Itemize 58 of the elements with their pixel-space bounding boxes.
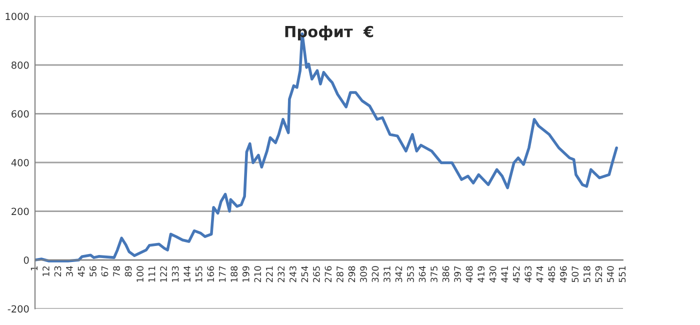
- x-tick-label: 463: [524, 266, 532, 282]
- x-tick-label: 419: [478, 266, 484, 282]
- x-tick-label: 243: [290, 266, 296, 282]
- x-tick-label: 56: [90, 266, 96, 276]
- x-tick-label: 375: [430, 266, 438, 282]
- x-tick-label: 485: [548, 266, 556, 282]
- x-tick-label: 276: [324, 266, 332, 282]
- x-tick-label: 89: [124, 266, 132, 276]
- x-tick-label: 221: [266, 266, 273, 282]
- y-tick-label: 800: [12, 61, 29, 69]
- x-tick-label: 100: [136, 266, 144, 282]
- x-tick-label: 188: [230, 266, 238, 282]
- x-tick-label: 364: [418, 266, 426, 282]
- x-tick-label: 518: [584, 266, 590, 282]
- x-tick-label: 111: [148, 266, 156, 282]
- x-tick-label: 320: [372, 266, 379, 282]
- x-tick-label: 265: [313, 266, 320, 282]
- x-tick-label: 529: [595, 266, 602, 282]
- x-tick-label: 144: [184, 266, 190, 282]
- y-tick-label: 400: [11, 158, 29, 166]
- x-tick-label: 177: [219, 266, 226, 282]
- x-tick-label: 496: [560, 266, 567, 282]
- x-tick-label: 287: [336, 266, 344, 282]
- x-tick-label: 232: [278, 266, 285, 282]
- x-tick-label: 397: [454, 266, 461, 282]
- x-tick-label: 353: [407, 266, 414, 282]
- x-tick-label: 155: [196, 266, 202, 282]
- x-tick-label: 342: [395, 266, 402, 282]
- x-tick-label: 199: [242, 266, 250, 282]
- x-tick-label: 309: [360, 266, 367, 282]
- x-tick-label: 408: [466, 266, 473, 282]
- x-tick-label: 254: [301, 266, 308, 282]
- x-tick-label: 452: [512, 266, 520, 282]
- y-tick-label: 600: [12, 110, 29, 118]
- x-tick-label: 67: [101, 266, 108, 276]
- x-tick-label: 133: [172, 266, 179, 282]
- x-tick-label: 331: [384, 266, 390, 282]
- y-tick-label: -200: [8, 305, 29, 313]
- x-tick-label: 122: [160, 266, 167, 282]
- x-tick-label: 386: [442, 266, 450, 282]
- text: Профит €: [285, 26, 374, 40]
- x-tick-label: 166: [207, 266, 214, 282]
- x-tick-label: 540: [607, 266, 614, 282]
- x-tick-label: 45: [78, 266, 85, 277]
- x-tick-label: 298: [348, 266, 356, 282]
- y-tick-label: 1000: [6, 12, 29, 20]
- x-tick-label: 34: [66, 266, 73, 276]
- y-tick-label: 0: [24, 256, 29, 264]
- x-tick-label: 507: [572, 266, 579, 282]
- x-tick-label: 78: [113, 266, 120, 276]
- x-tick-label: 474: [536, 266, 544, 282]
- x-tick-label: 441: [501, 266, 508, 282]
- y-tick-label: 200: [12, 208, 29, 216]
- x-tick-label: 210: [254, 266, 262, 282]
- x-tick-label: 430: [489, 266, 496, 282]
- x-tick-label: 551: [618, 266, 626, 282]
- x-tick-label: 23: [54, 266, 62, 276]
- x-tick-label: 12: [42, 266, 50, 276]
